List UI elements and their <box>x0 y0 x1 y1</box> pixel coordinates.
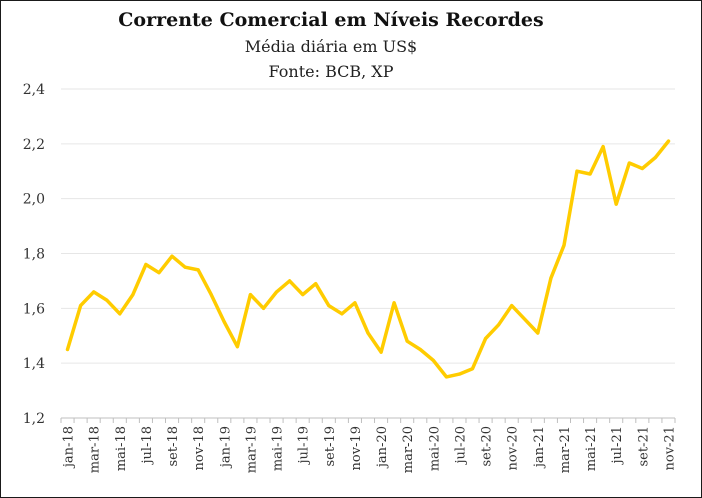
data-point <box>157 271 161 275</box>
data-point <box>640 167 644 171</box>
data-point <box>183 265 187 269</box>
data-point <box>379 350 383 354</box>
x-tick-label: mar-18 <box>88 426 103 473</box>
data-point <box>170 254 174 258</box>
x-tick-label: mai-20 <box>427 426 442 471</box>
x-tick-label: jan-18 <box>62 426 77 469</box>
data-point <box>601 145 605 149</box>
data-point <box>471 367 475 371</box>
y-tick-label: 1,4 <box>23 356 45 372</box>
y-tick-label: 1,8 <box>23 247 45 263</box>
data-point <box>209 293 213 297</box>
data-point <box>510 304 514 308</box>
data-point <box>444 375 448 379</box>
data-point <box>588 172 592 176</box>
data-point <box>66 347 70 351</box>
data-point <box>131 293 135 297</box>
chart-subtitle: Média diária em US$ <box>244 37 418 56</box>
chart-title: Corrente Comercial em Níveis Recordes <box>118 9 544 31</box>
x-tick-label: nov-21 <box>662 426 677 470</box>
data-point <box>366 331 370 335</box>
x-tick-label: jul-21 <box>610 426 625 466</box>
data-point <box>549 276 553 280</box>
data-point <box>418 347 422 351</box>
x-tick-label: set-19 <box>323 426 338 467</box>
data-point <box>614 202 618 206</box>
x-tick-label: set-21 <box>636 426 651 467</box>
x-tick-label: mai-19 <box>271 426 286 471</box>
data-point <box>92 290 96 294</box>
data-point <box>666 139 670 143</box>
data-point <box>79 304 83 308</box>
series-line <box>65 139 671 379</box>
y-tick-label: 1,6 <box>23 301 45 317</box>
y-tick-label: 2,0 <box>23 192 45 208</box>
chart-source: Fonte: BCB, XP <box>268 62 394 81</box>
x-tick-label: nov-18 <box>192 426 207 470</box>
x-tick-label: jan-21 <box>532 426 547 469</box>
data-point <box>118 312 122 316</box>
y-tick-label: 2,2 <box>23 137 45 153</box>
data-point <box>196 268 200 272</box>
data-point <box>575 169 579 173</box>
data-point <box>235 345 239 349</box>
data-point <box>457 372 461 376</box>
data-point <box>405 339 409 343</box>
data-point <box>222 320 226 324</box>
data-point <box>431 358 435 362</box>
data-point <box>353 301 357 305</box>
x-tick-label: mar-20 <box>401 426 416 473</box>
x-tick-label: jan-19 <box>218 426 233 469</box>
data-point <box>327 304 331 308</box>
x-tick-label: nov-19 <box>349 426 364 470</box>
x-tick-label: jul-20 <box>453 426 468 466</box>
data-point <box>288 279 292 283</box>
x-tick-label: jul-18 <box>140 426 155 466</box>
data-point <box>314 282 318 286</box>
data-point <box>523 317 527 321</box>
data-point <box>275 290 279 294</box>
data-point <box>248 293 252 297</box>
data-point <box>484 336 488 340</box>
data-point <box>653 156 657 160</box>
data-point <box>105 298 109 302</box>
data-point <box>301 293 305 297</box>
x-tick-label: jan-20 <box>375 426 390 469</box>
data-point <box>261 306 265 310</box>
x-tick-label: set-20 <box>480 426 495 467</box>
x-tick-label: mar-19 <box>244 426 259 473</box>
data-point <box>627 161 631 165</box>
data-point <box>144 262 148 266</box>
x-tick-label: set-18 <box>166 426 181 467</box>
x-tick-label: jul-19 <box>297 426 312 466</box>
y-tick-label: 2,4 <box>23 82 45 98</box>
data-point <box>392 301 396 305</box>
x-tick-label: mar-21 <box>558 426 573 473</box>
data-point <box>536 331 540 335</box>
data-point <box>340 312 344 316</box>
x-tick-label: mai-21 <box>584 426 599 471</box>
x-tick-label: mai-18 <box>114 426 129 471</box>
x-tick-label: nov-20 <box>506 426 521 470</box>
y-tick-label: 1,2 <box>23 411 45 427</box>
data-point <box>562 243 566 247</box>
data-point <box>497 323 501 327</box>
